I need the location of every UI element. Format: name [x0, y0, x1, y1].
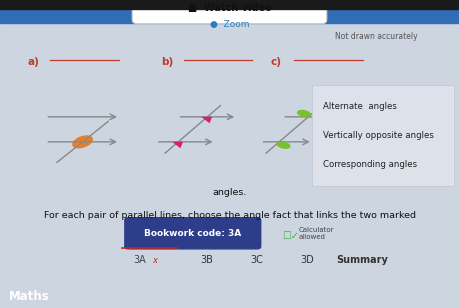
Text: c): c)	[271, 57, 282, 67]
Text: Corresponding angles: Corresponding angles	[323, 160, 417, 169]
Text: Vertically opposite angles: Vertically opposite angles	[323, 131, 434, 140]
Text: a): a)	[28, 57, 39, 67]
Text: ■  Watch video: ■ Watch video	[188, 3, 271, 14]
Polygon shape	[202, 117, 212, 123]
Ellipse shape	[277, 142, 291, 149]
Bar	[0, 0, 459, 23]
Text: Not drawn accurately: Not drawn accurately	[335, 32, 418, 42]
Text: Maths: Maths	[9, 290, 50, 303]
Text: For each pair of parallel lines, choose the angle fact that links the two marked: For each pair of parallel lines, choose …	[44, 211, 415, 220]
FancyBboxPatch shape	[132, 0, 327, 24]
Text: 3C: 3C	[251, 255, 263, 265]
Text: 3A: 3A	[133, 255, 146, 265]
Text: ☐✓: ☐✓	[282, 231, 299, 241]
Text: Bookwork code: 3A: Bookwork code: 3A	[144, 229, 241, 238]
Text: 3B: 3B	[200, 255, 213, 265]
Text: Calculator
allowed: Calculator allowed	[298, 227, 334, 240]
Ellipse shape	[297, 110, 311, 117]
Bar	[0, 0, 459, 9]
Text: 3D: 3D	[301, 255, 314, 265]
Text: angles.: angles.	[213, 188, 246, 197]
Text: x: x	[153, 256, 157, 265]
Polygon shape	[172, 142, 183, 148]
Text: b): b)	[161, 57, 173, 67]
Text: Alternate  angles: Alternate angles	[323, 102, 397, 111]
Text: Summary: Summary	[336, 255, 389, 265]
Text: ●  Zoom: ● Zoom	[210, 20, 249, 29]
Ellipse shape	[72, 135, 93, 148]
FancyBboxPatch shape	[312, 85, 454, 186]
FancyBboxPatch shape	[125, 218, 261, 249]
